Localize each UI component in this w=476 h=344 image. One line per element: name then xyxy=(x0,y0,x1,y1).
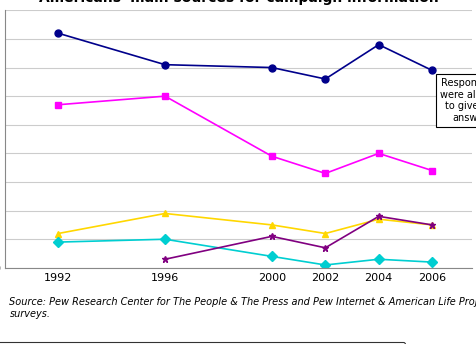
Text: Source: Pew Research Center for The People & The Press and Pew Internet & Americ: Source: Pew Research Center for The Peop… xyxy=(10,297,476,319)
Title: Americans' main sources for campaign information: Americans' main sources for campaign inf… xyxy=(39,0,437,5)
Legend: Television, Newspapers, Radio, Magazines, Internet: Television, Newspapers, Radio, Magazines… xyxy=(0,342,404,344)
Text: Respondents
were allowed
to give two
answers: Respondents were allowed to give two ans… xyxy=(439,78,476,123)
